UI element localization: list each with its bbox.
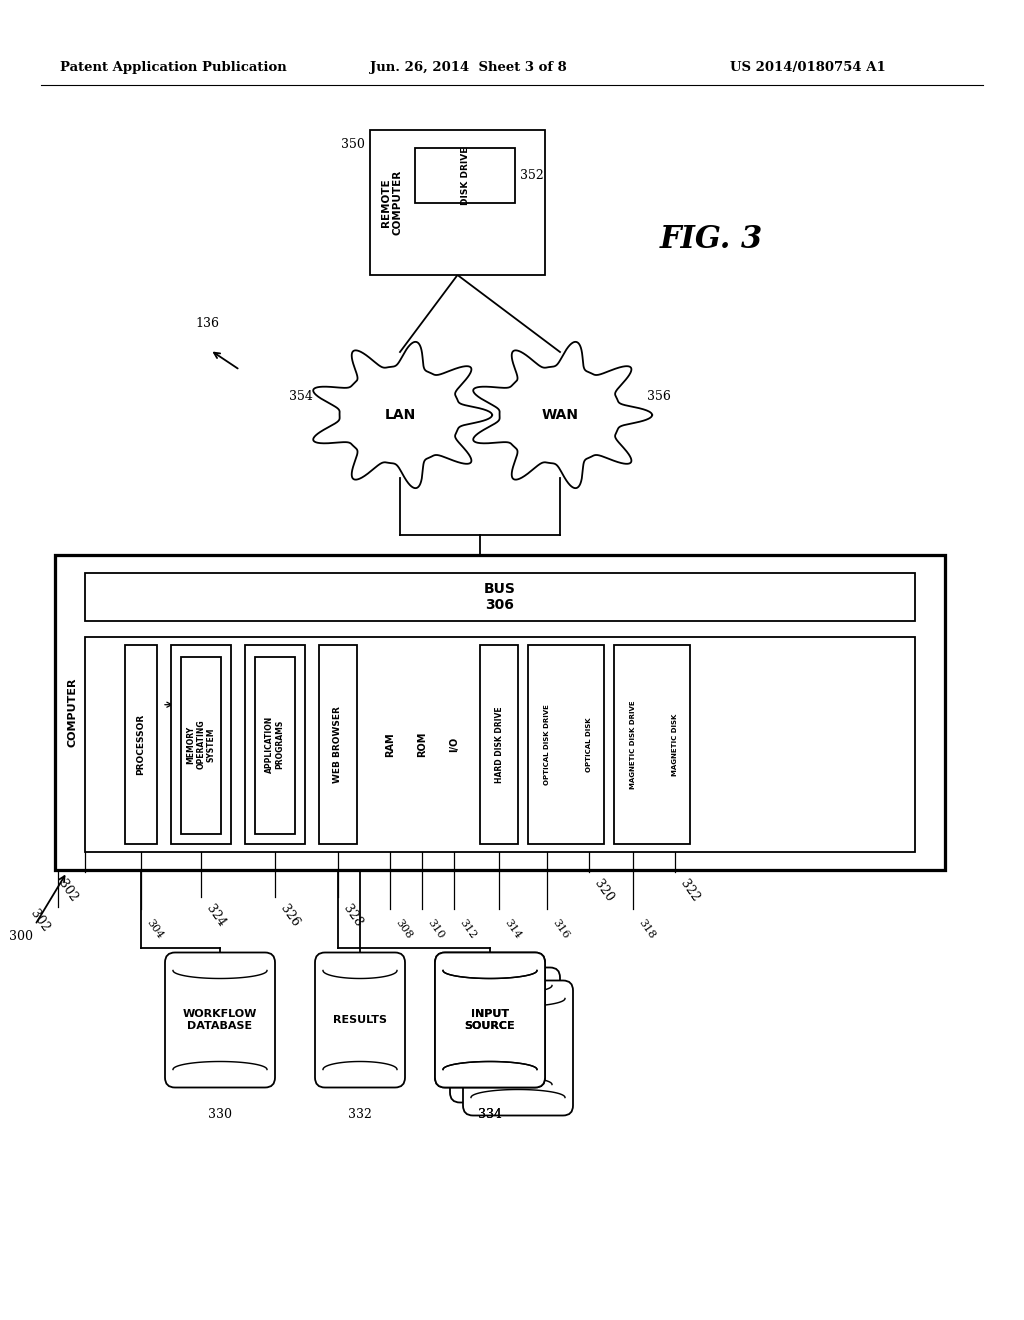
- Bar: [55, 554, 945, 870]
- Text: RAM: RAM: [385, 733, 395, 756]
- Text: 304: 304: [144, 917, 165, 940]
- Text: US 2014/0180754 A1: US 2014/0180754 A1: [730, 62, 886, 74]
- Text: 334: 334: [478, 1107, 502, 1121]
- Text: DISK DRIVE: DISK DRIVE: [461, 147, 469, 205]
- Text: 354: 354: [289, 389, 313, 403]
- FancyBboxPatch shape: [463, 981, 573, 1115]
- Text: 136: 136: [195, 317, 219, 330]
- FancyBboxPatch shape: [450, 968, 560, 1102]
- Text: OPTICAL DISK: OPTICAL DISK: [586, 717, 592, 772]
- Bar: [125, 645, 157, 843]
- Bar: [245, 645, 305, 843]
- Text: RESULTS: RESULTS: [333, 1015, 387, 1026]
- Text: 312: 312: [457, 917, 477, 940]
- Text: 352: 352: [520, 169, 544, 182]
- Bar: [171, 645, 231, 843]
- Text: 332: 332: [348, 1107, 372, 1121]
- Text: 320: 320: [592, 876, 616, 904]
- Text: MEMORY
OPERATING
SYSTEM: MEMORY OPERATING SYSTEM: [186, 719, 216, 770]
- Text: 318: 318: [636, 917, 656, 940]
- Text: INPUT
SOURCE: INPUT SOURCE: [465, 1010, 515, 1031]
- Text: 324: 324: [204, 902, 228, 929]
- Bar: [415, 148, 515, 203]
- Text: 326: 326: [278, 902, 302, 929]
- Text: REMOTE
COMPUTER: REMOTE COMPUTER: [381, 170, 402, 235]
- Text: 350: 350: [341, 139, 365, 150]
- Text: I/O: I/O: [449, 737, 459, 752]
- Text: MAGNETIC DISK DRIVE: MAGNETIC DISK DRIVE: [630, 700, 636, 789]
- Bar: [319, 645, 357, 843]
- Bar: [370, 129, 545, 275]
- Text: APPLICATION
PROGRAMS: APPLICATION PROGRAMS: [265, 715, 285, 774]
- Text: COMPUTER: COMPUTER: [68, 677, 78, 747]
- Text: LAN: LAN: [384, 408, 416, 422]
- FancyBboxPatch shape: [165, 953, 275, 1088]
- Bar: [480, 645, 518, 843]
- Text: ROM: ROM: [417, 731, 427, 758]
- Text: 308: 308: [393, 917, 414, 940]
- Text: 330: 330: [208, 1107, 232, 1121]
- Text: FIG. 3: FIG. 3: [660, 224, 763, 256]
- Text: HARD DISK DRIVE: HARD DISK DRIVE: [495, 706, 504, 783]
- Text: 310: 310: [425, 917, 445, 940]
- Text: 316: 316: [550, 917, 570, 940]
- Bar: [85, 638, 915, 851]
- Polygon shape: [473, 342, 652, 488]
- Text: MAGNETIC DISK: MAGNETIC DISK: [672, 713, 678, 776]
- Text: Patent Application Publication: Patent Application Publication: [60, 62, 287, 74]
- Polygon shape: [313, 342, 493, 488]
- Bar: [528, 645, 604, 843]
- Bar: [181, 657, 221, 834]
- Text: INPUT
SOURCE: INPUT SOURCE: [465, 1010, 515, 1031]
- Text: 314: 314: [502, 917, 522, 940]
- FancyBboxPatch shape: [435, 953, 545, 1088]
- Text: 334: 334: [478, 1107, 502, 1121]
- Text: 322: 322: [678, 876, 702, 904]
- Text: WORKFLOW
DATABASE: WORKFLOW DATABASE: [183, 1010, 257, 1031]
- Text: PROCESSOR: PROCESSOR: [136, 714, 145, 775]
- Text: 328: 328: [341, 902, 366, 929]
- Bar: [614, 645, 690, 843]
- Bar: [85, 573, 915, 620]
- FancyBboxPatch shape: [315, 953, 406, 1088]
- Text: 302: 302: [55, 876, 80, 904]
- Text: Jun. 26, 2014  Sheet 3 of 8: Jun. 26, 2014 Sheet 3 of 8: [370, 62, 566, 74]
- Text: WAN: WAN: [542, 408, 579, 422]
- FancyBboxPatch shape: [435, 953, 545, 1088]
- Text: WEB BROWSER: WEB BROWSER: [334, 706, 342, 783]
- Bar: [255, 657, 295, 834]
- Text: OPTICAL DISK DRIVE: OPTICAL DISK DRIVE: [544, 704, 550, 785]
- Text: 302: 302: [28, 907, 52, 935]
- Text: 356: 356: [647, 389, 671, 403]
- Text: BUS
306: BUS 306: [484, 582, 516, 612]
- Text: 300: 300: [9, 931, 33, 942]
